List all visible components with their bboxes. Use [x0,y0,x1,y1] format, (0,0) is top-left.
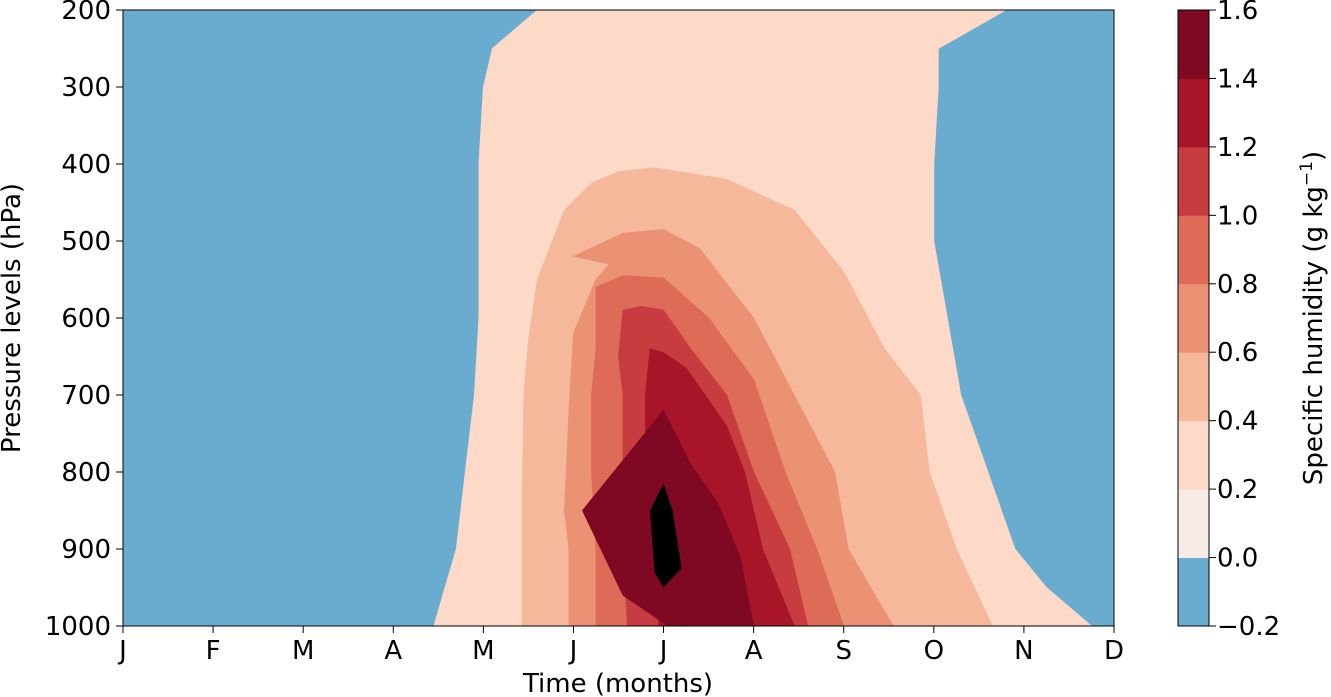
contour-plot-area [123,9,1114,627]
colorbar-label-close: ) [1299,151,1329,161]
colorbar-band [1178,78,1209,148]
y-tick-label: 200 [61,0,111,26]
colorbar-band [1178,10,1209,79]
colorbar-border [1177,9,1210,627]
y-tick-label: 500 [61,227,111,257]
colorbar-tick-label: 0.8 [1217,270,1258,300]
y-tick-label: 300 [61,73,111,103]
y-tick-label: 600 [61,304,111,334]
x-tick-label: A [745,636,763,666]
colorbar-tick-label: 1.2 [1217,133,1258,163]
x-tick-label: F [206,636,221,666]
colorbar-band [1178,489,1209,559]
colorbar-tick-label: 1.0 [1217,201,1258,231]
colorbar-label: Specific humidity (g kg−1) [1297,151,1329,485]
colorbar-band [1178,557,1209,627]
colorbar: −0.2 0.0 0.2 0.4 0.6 0.8 1.0 1.2 1.4 1.6 [1177,0,1280,642]
x-tick-label: D [1104,636,1124,666]
colorbar-tick-label: 0.2 [1217,475,1258,505]
x-tick-label: A [384,636,402,666]
colorbar-label-exponent: −1 [1297,161,1317,186]
y-tick-label: 1000 [45,612,111,642]
x-tick-label: J [658,636,668,666]
y-tick-label: 700 [61,381,111,411]
x-tick-label: S [835,636,852,666]
x-tick-label: M [472,636,494,666]
y-tick-label: 400 [61,150,111,180]
colorbar-tick-label: 0.0 [1217,544,1258,574]
colorbar-band [1178,420,1209,490]
contour-band-7 [650,483,682,588]
colorbar-band [1178,215,1209,285]
colorbar-label-text: Specific humidity (g kg [1299,186,1329,485]
y-tick-label: 800 [61,458,111,488]
colorbar-band [1178,352,1209,422]
x-tick-label: J [117,636,127,666]
colorbar-tick-label: 1.4 [1217,64,1258,94]
y-axis: 200 300 400 500 600 700 800 900 1000 [45,0,123,642]
y-tick-label: 900 [61,535,111,565]
x-tick-label: N [1014,636,1033,666]
colorbar-tick-label: −0.2 [1217,612,1280,642]
colorbar-tick-label: 0.4 [1217,407,1258,437]
x-tick-label: M [292,636,314,666]
colorbar-tick-label: 1.6 [1217,0,1258,26]
x-axis-label: Time (months) [522,669,713,697]
colorbar-tick-label: 0.6 [1217,338,1258,368]
colorbar-band [1178,283,1209,353]
y-axis-label: Pressure levels (hPa) [0,183,27,453]
x-tick-label: O [924,636,944,666]
x-tick-label: J [568,636,578,666]
colorbar-band [1178,146,1209,216]
